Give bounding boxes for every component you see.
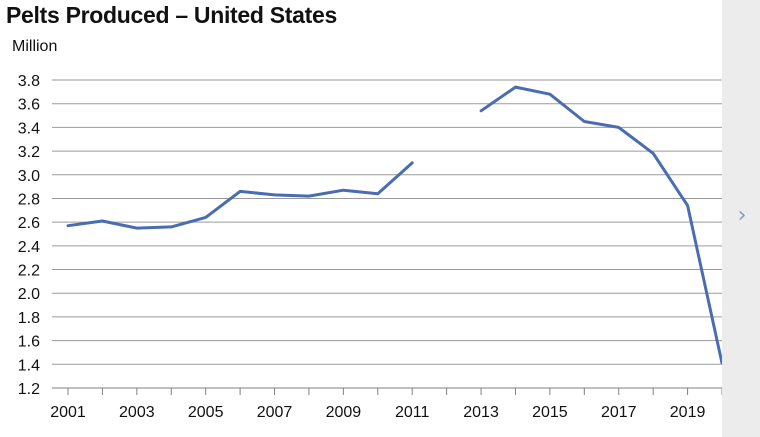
- y-tick-label: 3.2: [18, 144, 40, 161]
- x-tick-label: 2013: [463, 404, 499, 421]
- x-axis: [52, 387, 740, 395]
- x-tick-label: 2005: [188, 404, 224, 421]
- y-tick-label: 2.6: [18, 215, 40, 232]
- y-tick-label: 3.8: [18, 73, 40, 90]
- y-tick-label: 2.8: [18, 191, 40, 208]
- side-panel: [722, 0, 760, 437]
- series-line-segment: [66, 161, 414, 230]
- chart-title: Pelts Produced – United States: [6, 2, 337, 28]
- y-tick-label: 3.4: [18, 120, 40, 137]
- x-tick-label: 2011: [395, 404, 430, 421]
- y-tick-label: 1.2: [18, 381, 40, 398]
- x-tick-label: 2007: [257, 404, 293, 421]
- chevron-right-icon[interactable]: ›: [737, 203, 747, 228]
- y-tick-label: 2.2: [18, 263, 40, 280]
- x-tick-label: 2017: [601, 404, 637, 421]
- y-axis-unit-label: Million: [12, 38, 58, 55]
- y-tick-label: 3.6: [18, 97, 40, 114]
- gridlines: [52, 79, 740, 365]
- y-tick-label: 3.0: [18, 168, 40, 185]
- series-line-segment: [479, 85, 724, 365]
- x-tick-labels: 2001 2003 2005 2007 2009 2011 2013 2015 2017 2019: [50, 404, 705, 421]
- x-tick-label: 2001: [50, 404, 86, 421]
- y-tick-label: 2.4: [18, 239, 40, 256]
- y-tick-labels: 1.2 1.4 1.6 1.8 2.0 2.2 2.4 2.6 2.8 3.0 3.2 3.4 3.6 3…: [18, 73, 40, 398]
- x-tick-label: 2019: [670, 404, 706, 421]
- x-tick-label: 2009: [326, 404, 362, 421]
- x-tick-label: 2003: [119, 404, 155, 421]
- y-tick-label: 1.4: [18, 357, 40, 374]
- y-tick-label: 2.0: [18, 286, 40, 303]
- y-tick-label: 1.8: [18, 310, 40, 327]
- x-tick-label: 2015: [532, 404, 568, 421]
- series-lines: [66, 85, 724, 365]
- y-tick-label: 1.6: [18, 334, 40, 351]
